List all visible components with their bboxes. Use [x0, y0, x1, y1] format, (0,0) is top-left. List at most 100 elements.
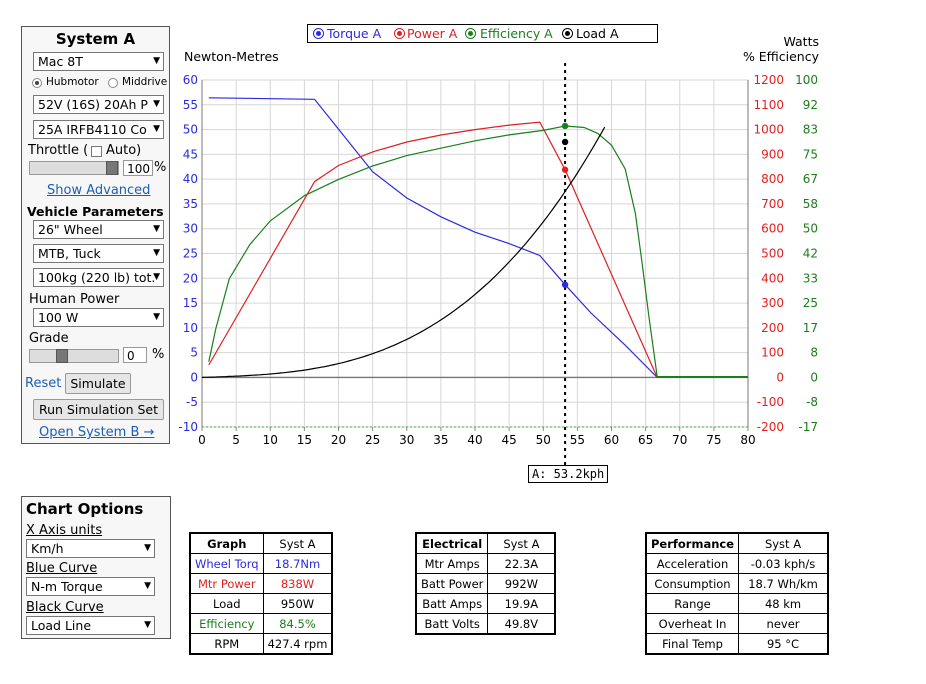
x-tick-label: 75: [706, 433, 721, 447]
human-power-select[interactable]: 100 W ▼: [33, 308, 164, 327]
table-row: Final Temp 95 °C: [645, 633, 829, 655]
row-label: Overheat In: [645, 613, 740, 634]
y-tick-label-efficiency: 58: [803, 197, 818, 211]
grade-slider[interactable]: [29, 349, 119, 363]
motor-select[interactable]: Mac 8T ▼: [33, 52, 164, 71]
performance-table-header: Syst A: [738, 532, 829, 554]
legend-power[interactable]: Power A: [407, 26, 458, 41]
row-label: Mtr Amps: [415, 553, 489, 574]
row-label: Final Temp: [645, 633, 740, 655]
y-tick-label-efficiency: 8: [810, 346, 818, 360]
simulate-button[interactable]: Simulate: [65, 373, 131, 394]
x-tick-label: 20: [331, 433, 346, 447]
legend-load[interactable]: Load A: [576, 26, 619, 41]
x-axis-units-label: X Axis units: [26, 523, 103, 538]
throttle-input[interactable]: 100: [123, 160, 153, 176]
middrive-radio[interactable]: [108, 78, 118, 88]
blue-curve-select[interactable]: N-m Torque ▼: [26, 577, 155, 596]
grade-slider-handle[interactable]: [56, 349, 68, 363]
wheel-select[interactable]: 26" Wheel ▼: [33, 220, 164, 239]
row-label: Load: [189, 593, 264, 614]
battery-select-value: 52V (16S) 20Ah P: [38, 97, 148, 112]
throttle-slider[interactable]: [29, 161, 119, 175]
show-advanced-link[interactable]: Show Advanced: [47, 183, 151, 198]
y-tick-label-left: 0: [190, 370, 198, 384]
y-tick-label-left: 45: [183, 147, 198, 161]
x-tick-label: 5: [232, 433, 240, 447]
chevron-down-icon: ▼: [153, 272, 160, 282]
x-tick-label: 55: [570, 433, 585, 447]
throttle-label: Throttle (: [28, 143, 89, 158]
posture-select[interactable]: MTB, Tuck ▼: [33, 244, 164, 263]
table-row: Wheel Torq 18.7Nm: [189, 553, 333, 574]
y-tick-label-efficiency: 50: [803, 222, 818, 236]
mass-select-value: 100kg (220 lb) tot.: [38, 270, 156, 285]
reset-link[interactable]: Reset: [25, 376, 62, 391]
legend-efficiency[interactable]: Efficiency A: [480, 26, 553, 41]
row-label: Acceleration: [645, 553, 740, 574]
electrical-table-header: Electrical: [415, 532, 489, 554]
y-tick-label-watts: 1000: [753, 123, 784, 137]
x-tick-label: 70: [672, 433, 687, 447]
y-tick-label-left: -10: [178, 420, 198, 434]
table-row: Acceleration -0.03 kph/s: [645, 553, 829, 574]
chart-curves: [202, 97, 748, 378]
hubmotor-radio[interactable]: [32, 78, 42, 88]
y-tick-label-left: 40: [183, 172, 198, 186]
auto-checkbox[interactable]: [91, 146, 102, 157]
x-tick-label: 25: [365, 433, 380, 447]
y-tick-label-efficiency: 92: [803, 98, 818, 112]
x-tick-label: 80: [740, 433, 755, 447]
row-label: Consumption: [645, 573, 740, 594]
row-value: 18.7Nm: [262, 553, 333, 574]
grade-input[interactable]: 0: [123, 347, 147, 363]
chevron-down-icon: ▼: [144, 581, 151, 591]
x-axis-units-value: Km/h: [31, 541, 64, 556]
x-tick-label: 15: [297, 433, 312, 447]
graph-table: Graph Syst A Wheel Torq 18.7Nm Mtr Power…: [189, 532, 334, 655]
y-tick-label-efficiency: 0: [810, 370, 818, 384]
run-simulation-set-button[interactable]: Run Simulation Set: [33, 399, 164, 420]
motor-select-value: Mac 8T: [38, 54, 83, 69]
y-tick-label-efficiency: -8: [806, 395, 818, 409]
open-system-b-link[interactable]: Open System B →: [39, 425, 155, 440]
controller-select[interactable]: 25A IRFB4110 Co ▼: [33, 120, 164, 139]
y-tick-label-efficiency: -17: [798, 420, 818, 434]
throttle-slider-handle[interactable]: [106, 161, 118, 175]
x-tick-label: 0: [198, 433, 206, 447]
legend-torque-icon[interactable]: [313, 28, 324, 39]
electrical-table: Electrical Syst A Mtr Amps 22.3A Batt Po…: [415, 532, 557, 635]
chevron-down-icon: ▼: [153, 124, 160, 134]
efficiency-point: [561, 122, 569, 130]
row-value: 22.3A: [487, 553, 556, 574]
y-tick-label-left: 5: [190, 346, 198, 360]
legend-load-icon[interactable]: [562, 28, 573, 39]
y-tick-label-left: 10: [183, 321, 198, 335]
row-label: RPM: [189, 633, 264, 655]
black-curve-value: Load Line: [31, 618, 92, 633]
row-value: 19.9A: [487, 593, 556, 614]
row-label: Range: [645, 593, 740, 614]
legend-power-icon[interactable]: [394, 28, 405, 39]
y-tick-label-efficiency: 75: [803, 147, 818, 161]
y-tick-label-efficiency: 17: [803, 321, 818, 335]
legend-torque[interactable]: Torque A: [327, 26, 382, 41]
black-curve-select[interactable]: Load Line ▼: [26, 616, 155, 635]
controller-select-value: 25A IRFB4110 Co: [38, 122, 147, 137]
chevron-down-icon: ▼: [153, 312, 160, 322]
chevron-down-icon: ▼: [153, 248, 160, 258]
row-value: 49.8V: [487, 613, 556, 635]
table-row: RPM 427.4 rpm: [189, 633, 333, 655]
performance-table: Performance Syst A Acceleration -0.03 kp…: [645, 532, 830, 655]
battery-select[interactable]: 52V (16S) 20Ah P ▼: [33, 95, 164, 114]
x-axis-units-select[interactable]: Km/h ▼: [26, 539, 155, 558]
legend-efficiency-icon[interactable]: [465, 28, 476, 39]
y-tick-label-watts: 200: [761, 321, 784, 335]
y-axis-label-efficiency: % Efficiency: [743, 49, 820, 64]
y-tick-label-efficiency: 83: [803, 123, 818, 137]
system-a-panel: System A Mac 8T ▼ Hubmotor Middrive 52V (…: [21, 26, 170, 444]
row-value: 48 km: [738, 593, 829, 614]
mass-select[interactable]: 100kg (220 lb) tot. ▼: [33, 268, 164, 287]
